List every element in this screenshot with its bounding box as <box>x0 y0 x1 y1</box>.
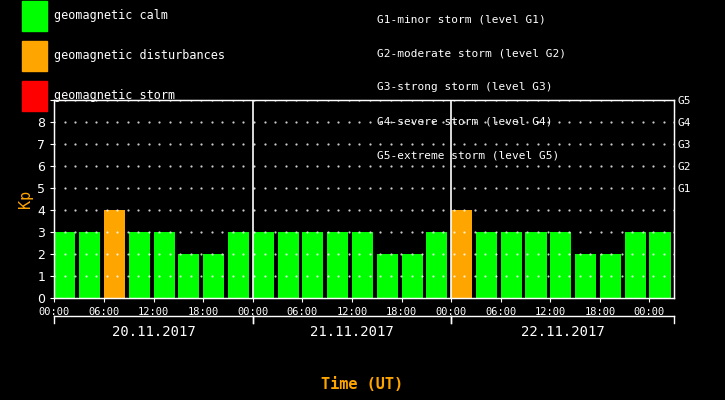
Bar <box>104 210 125 298</box>
Text: G1-minor storm (level G1): G1-minor storm (level G1) <box>377 14 546 24</box>
Bar <box>650 232 671 298</box>
Bar <box>402 254 423 298</box>
Bar <box>278 232 299 298</box>
Bar <box>625 232 646 298</box>
Text: geomagnetic storm: geomagnetic storm <box>54 90 175 102</box>
Bar <box>129 232 150 298</box>
Text: G5-extreme storm (level G5): G5-extreme storm (level G5) <box>377 150 559 160</box>
Bar <box>79 232 100 298</box>
Text: Time (UT): Time (UT) <box>321 377 404 392</box>
Bar <box>476 232 497 298</box>
Bar <box>54 232 75 298</box>
Bar <box>501 232 522 298</box>
Bar <box>526 232 547 298</box>
Bar <box>327 232 348 298</box>
Bar <box>575 254 596 298</box>
Bar <box>178 254 199 298</box>
Y-axis label: Kp: Kp <box>18 190 33 208</box>
Bar <box>228 232 249 298</box>
Bar <box>154 232 175 298</box>
Bar <box>451 210 472 298</box>
Text: 21.11.2017: 21.11.2017 <box>310 325 394 339</box>
Text: G3-strong storm (level G3): G3-strong storm (level G3) <box>377 82 552 92</box>
Bar <box>302 232 323 298</box>
Text: 20.11.2017: 20.11.2017 <box>112 325 196 339</box>
Bar <box>352 232 373 298</box>
Text: G2-moderate storm (level G2): G2-moderate storm (level G2) <box>377 48 566 58</box>
Bar <box>377 254 398 298</box>
Bar <box>550 232 571 298</box>
Text: geomagnetic disturbances: geomagnetic disturbances <box>54 50 225 62</box>
Text: geomagnetic calm: geomagnetic calm <box>54 10 168 22</box>
Text: G4-severe storm (level G4): G4-severe storm (level G4) <box>377 116 552 126</box>
Text: 22.11.2017: 22.11.2017 <box>521 325 605 339</box>
Bar <box>600 254 621 298</box>
Bar <box>203 254 224 298</box>
Bar <box>426 232 447 298</box>
Bar <box>253 232 274 298</box>
